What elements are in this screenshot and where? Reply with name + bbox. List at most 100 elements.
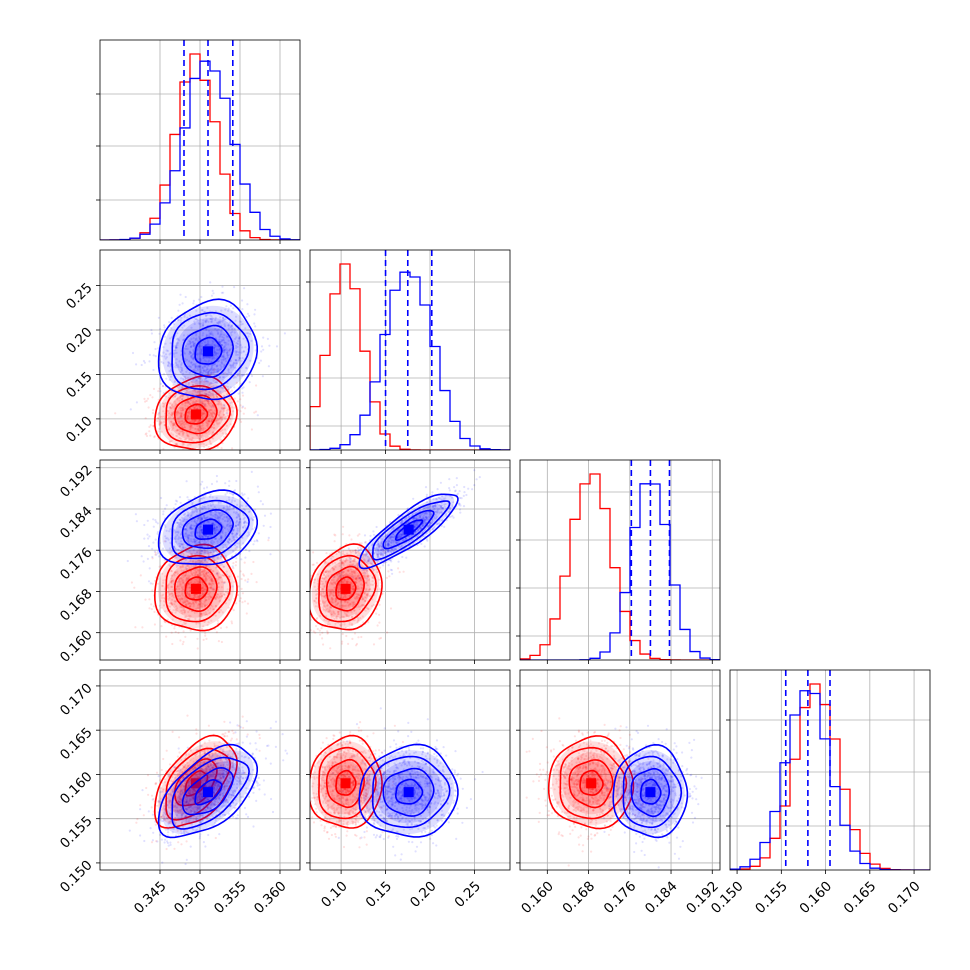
blue-contour: [630, 767, 671, 818]
red-contour: [153, 375, 238, 450]
x-tick-label: 0.350: [171, 878, 210, 917]
scatter-panel-3-0: [100, 670, 300, 870]
scatter-panel-3-2: [520, 670, 720, 870]
x-tick-label: 0.176: [601, 878, 640, 917]
hist-panel-2: [520, 460, 720, 660]
panel-frame: [729, 669, 931, 871]
red-peak: [191, 409, 201, 420]
blue-peak: [645, 787, 656, 798]
hist-panel-0: [100, 40, 300, 240]
x-tick-label: 0.15: [363, 878, 396, 911]
red-contour: [173, 566, 218, 613]
panel-frame: [519, 669, 721, 871]
red-peak: [191, 778, 201, 789]
red-contour: [318, 746, 377, 820]
red-contour: [173, 394, 218, 435]
x-tick-label: 0.168: [560, 878, 599, 917]
red-contour: [335, 576, 357, 601]
red-contour: [559, 746, 628, 820]
y-tick-label: 0.165: [57, 725, 96, 764]
blue-histogram: [100, 60, 300, 240]
blue-contour: [157, 298, 258, 401]
red-contour: [579, 769, 604, 796]
hist-panel-1: [310, 250, 510, 450]
blue-contour: [181, 324, 234, 378]
panel-frame: [309, 459, 511, 661]
y-tick-label: 0.176: [57, 545, 96, 584]
y-tick-label: 0.160: [57, 769, 96, 808]
blue-contour: [194, 518, 223, 541]
y-tick-label: 0.160: [57, 627, 96, 666]
red-contour: [165, 554, 232, 623]
red-contour: [335, 769, 357, 796]
scatter-panel-3-1: [310, 670, 510, 870]
y-tick-label: 0.150: [57, 857, 96, 896]
blue-contour: [395, 519, 424, 542]
blue-contour: [395, 778, 424, 805]
blue-peak: [203, 524, 213, 535]
red-peak: [191, 583, 201, 594]
y-tick-label: 0.25: [63, 280, 96, 313]
red-peak: [340, 583, 351, 594]
scatter-panel-2-0: [100, 460, 300, 660]
blue-contour: [181, 508, 234, 550]
panel-frame: [309, 669, 511, 871]
blue-contour: [157, 743, 258, 839]
x-tick-label: 0.170: [885, 878, 924, 917]
blue-contour: [612, 743, 689, 839]
x-tick-label: 0.160: [518, 878, 557, 917]
blue-contour: [171, 499, 250, 560]
blue-peak: [403, 787, 414, 798]
blue-contour: [194, 336, 223, 365]
blue-contour: [171, 756, 250, 830]
red-contour: [184, 403, 209, 425]
y-tick-label: 0.170: [57, 680, 96, 719]
red-peak: [340, 778, 351, 789]
blue-contour: [171, 311, 250, 391]
x-tick-label: 0.184: [642, 878, 681, 917]
scatter-panel-2-1: [310, 460, 510, 660]
blue-contour: [640, 778, 662, 805]
hist-panel-3: [730, 670, 930, 870]
scatter-panel-1-0: [100, 250, 300, 450]
blue-peak: [403, 524, 414, 535]
y-tick-label: 0.10: [63, 413, 96, 446]
red-contour: [184, 770, 209, 797]
blue-contour: [157, 489, 258, 566]
x-tick-label: 0.165: [841, 878, 880, 917]
x-tick-label: 0.10: [318, 878, 351, 911]
red-contour: [310, 543, 383, 631]
red-histogram: [310, 263, 510, 450]
x-tick-label: 0.360: [251, 878, 290, 917]
x-tick-label: 0.355: [211, 878, 250, 917]
blue-contour: [382, 767, 435, 817]
blue-contour: [382, 509, 435, 550]
x-tick-label: 0.160: [797, 878, 836, 917]
blue-contour: [194, 778, 223, 806]
blue-contour: [371, 500, 451, 561]
red-peak: [586, 778, 597, 789]
blue-contour: [358, 493, 459, 570]
y-tick-label: 0.184: [57, 503, 96, 542]
blue-peak: [203, 346, 213, 357]
y-tick-label: 0.192: [57, 462, 96, 501]
blue-contour: [622, 755, 683, 829]
x-tick-label: 0.345: [131, 878, 170, 917]
panel-frame: [309, 249, 511, 451]
red-contour: [325, 565, 365, 612]
red-contour: [568, 759, 614, 809]
blue-contour: [181, 766, 234, 816]
blue-contour: [371, 755, 451, 829]
y-tick-label: 0.168: [57, 586, 96, 625]
y-tick-label: 0.15: [63, 369, 96, 402]
blue-histogram: [310, 271, 510, 450]
blue-contour: [358, 743, 459, 838]
x-tick-label: 0.25: [451, 878, 484, 911]
y-tick-label: 0.20: [63, 324, 96, 357]
red-contour: [184, 576, 209, 601]
x-tick-label: 0.155: [752, 878, 791, 917]
y-tick-label: 0.155: [57, 813, 96, 852]
red-contour: [325, 758, 365, 809]
x-tick-label: 0.20: [407, 878, 440, 911]
